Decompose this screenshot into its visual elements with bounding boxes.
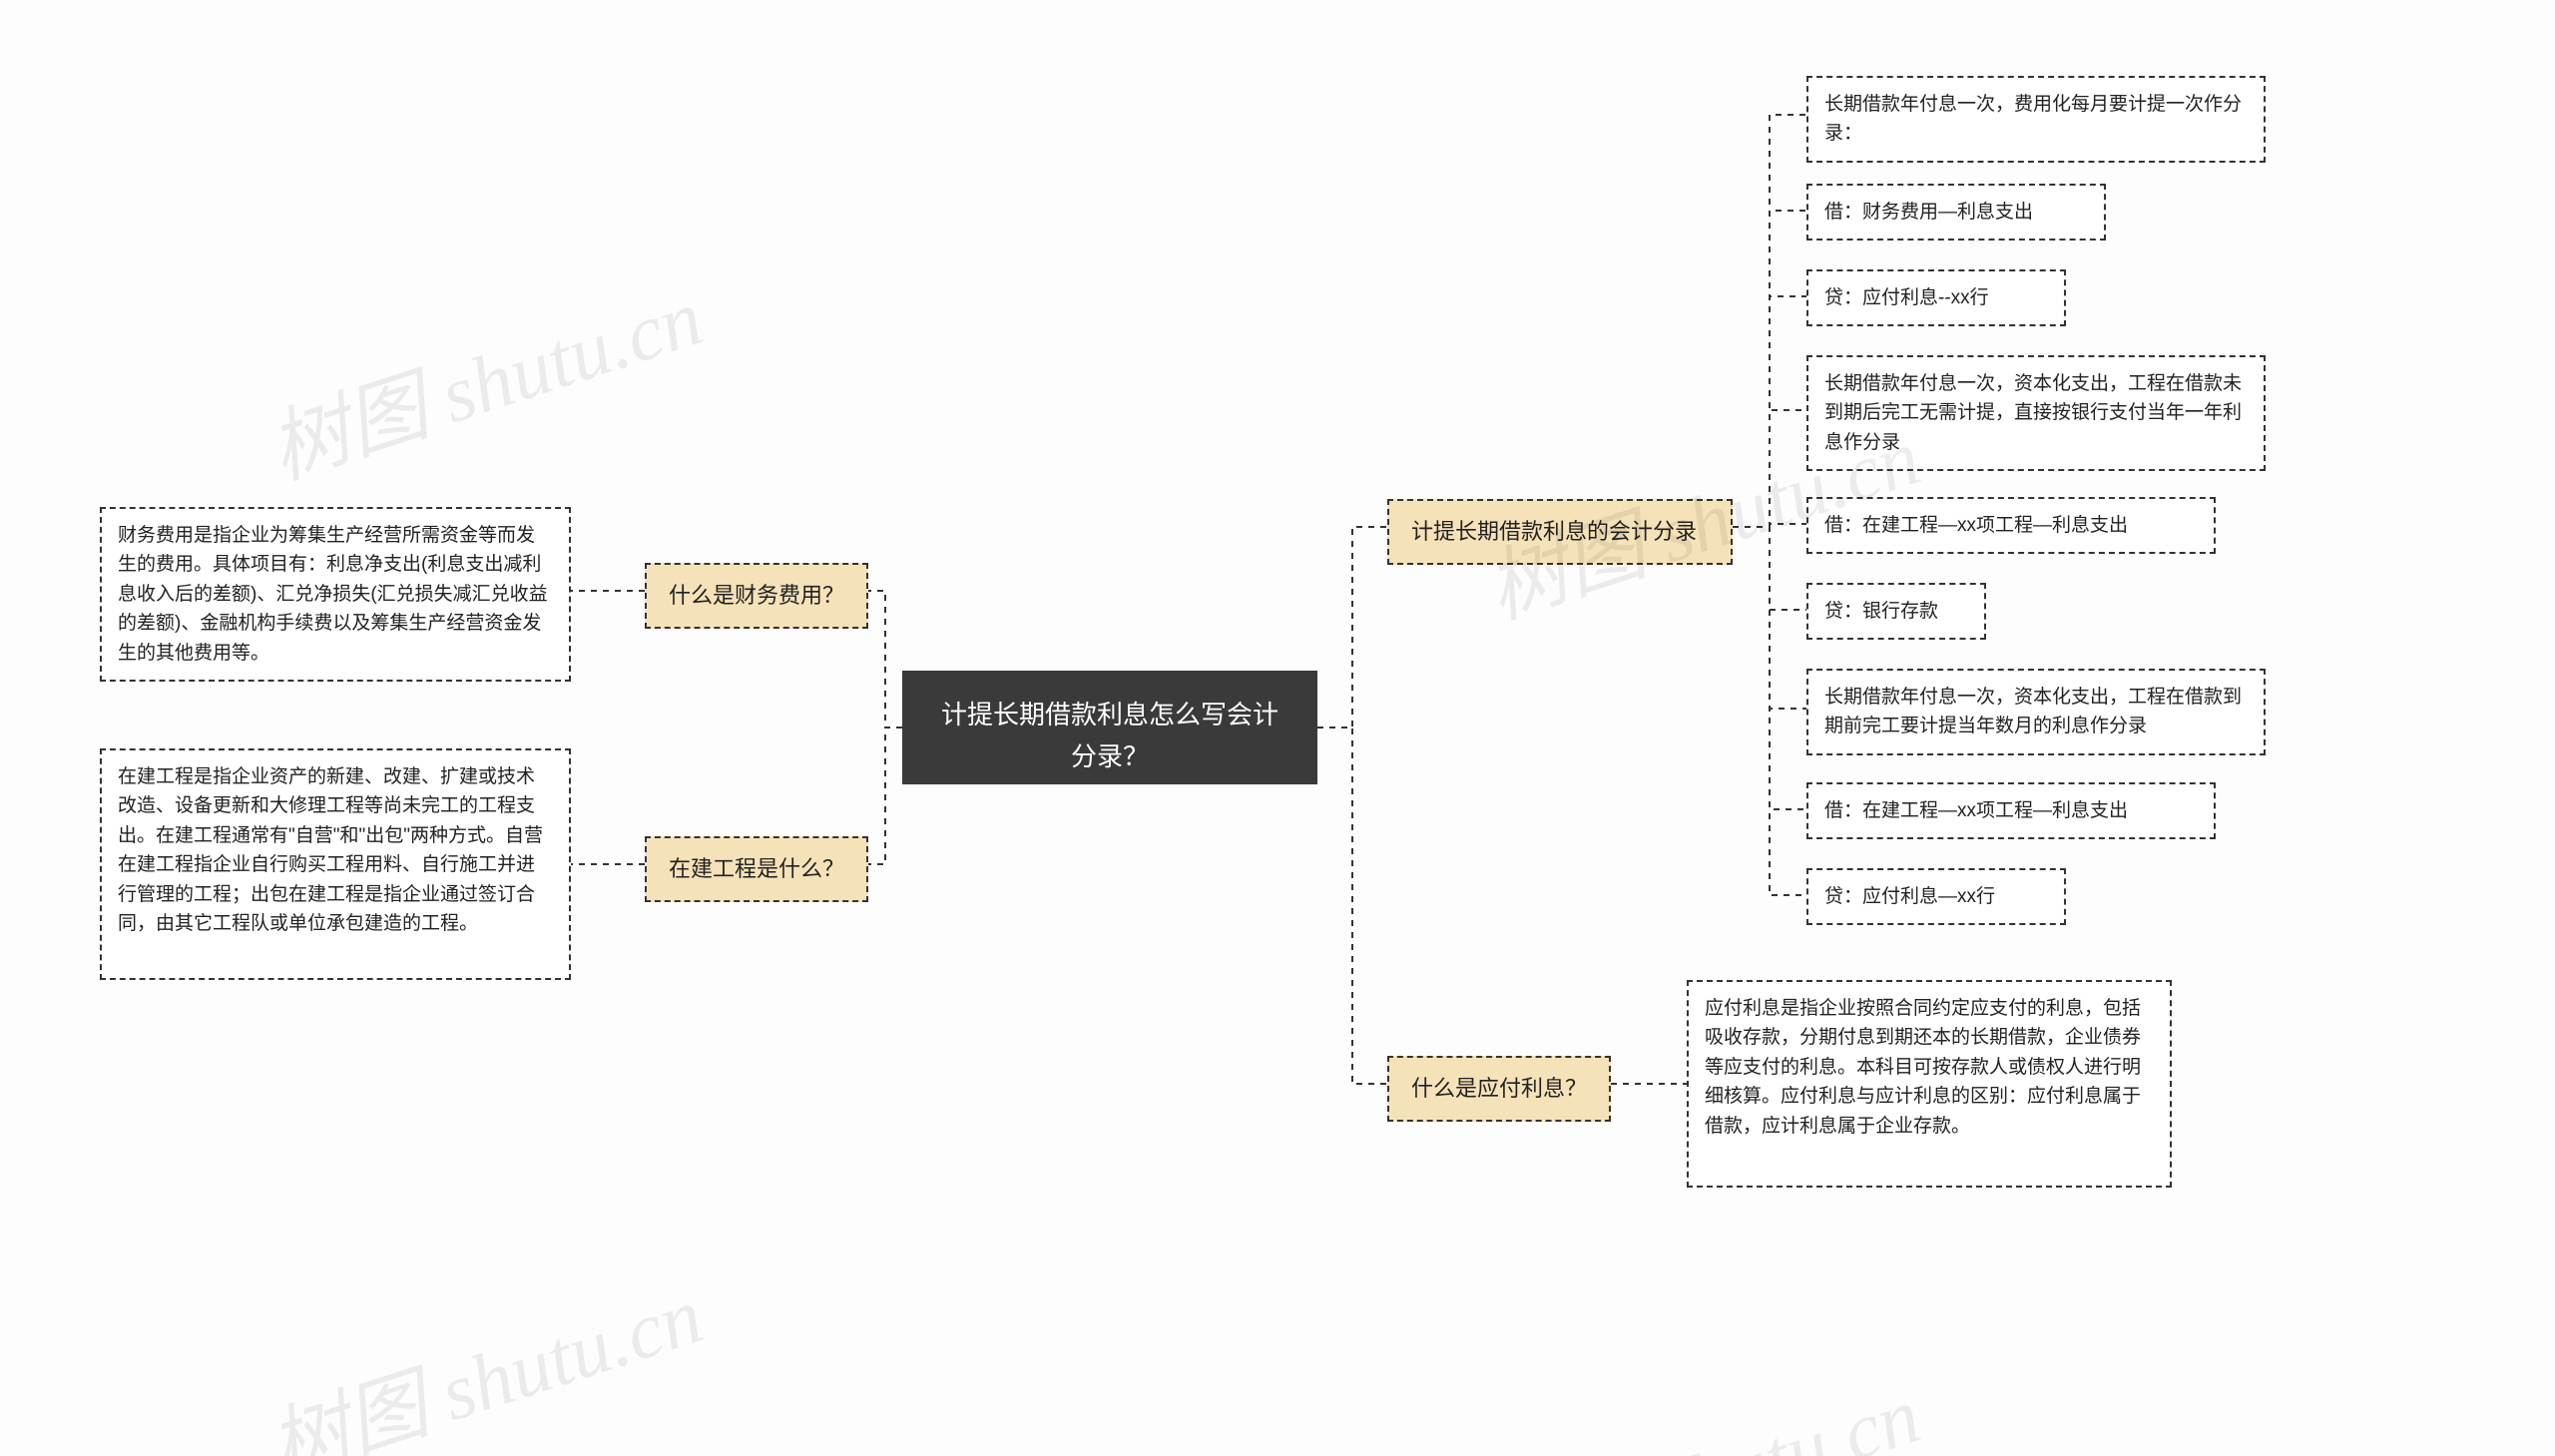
topic-node: 在建工程是什么？ (645, 836, 868, 902)
leaf-node: 财务费用是指企业为筹集生产经营所需资金等而发生的费用。具体项目有：利息净支出(利… (100, 507, 571, 682)
leaf-node: 长期借款年付息一次，资本化支出，工程在借款到期前完工要计提当年数月的利息作分录 (1806, 669, 2266, 755)
root-node: 计提长期借款利息怎么写会计分录？ (902, 671, 1317, 784)
leaf-node: 应付利息是指企业按照合同约定应支付的利息，包括吸收存款，分期付息到期还本的长期借… (1687, 980, 2172, 1188)
leaf-node: 贷：应付利息--xx行 (1806, 269, 2066, 326)
leaf-node: 长期借款年付息一次，资本化支出，工程在借款未到期后完工无需计提，直接按银行支付当… (1806, 355, 2266, 471)
leaf-node: 借：在建工程―xx项工程―利息支出 (1806, 782, 2216, 839)
topic-node: 什么是应付利息？ (1387, 1056, 1611, 1122)
leaf-node: 借：财务费用―利息支出 (1806, 184, 2106, 241)
topic-node: 什么是财务费用？ (645, 563, 868, 629)
watermark: 树图 shutu.cn (253, 1250, 715, 1456)
leaf-node: 长期借款年付息一次，费用化每月要计提一次作分录： (1806, 76, 2266, 163)
leaf-node: 在建工程是指企业资产的新建、改建、扩建或技术改造、设备更新和大修理工程等尚未完工… (100, 748, 571, 980)
leaf-node: 借：在建工程―xx项工程―利息支出 (1806, 497, 2216, 554)
leaf-node: 贷：银行存款 (1806, 583, 1986, 640)
watermark: 树图 shutu.cn (1470, 1350, 1932, 1456)
watermark: 树图 shutu.cn (253, 252, 715, 501)
leaf-node: 贷：应付利息―xx行 (1806, 868, 2066, 925)
topic-node: 计提长期借款利息的会计分录 (1387, 499, 1733, 565)
